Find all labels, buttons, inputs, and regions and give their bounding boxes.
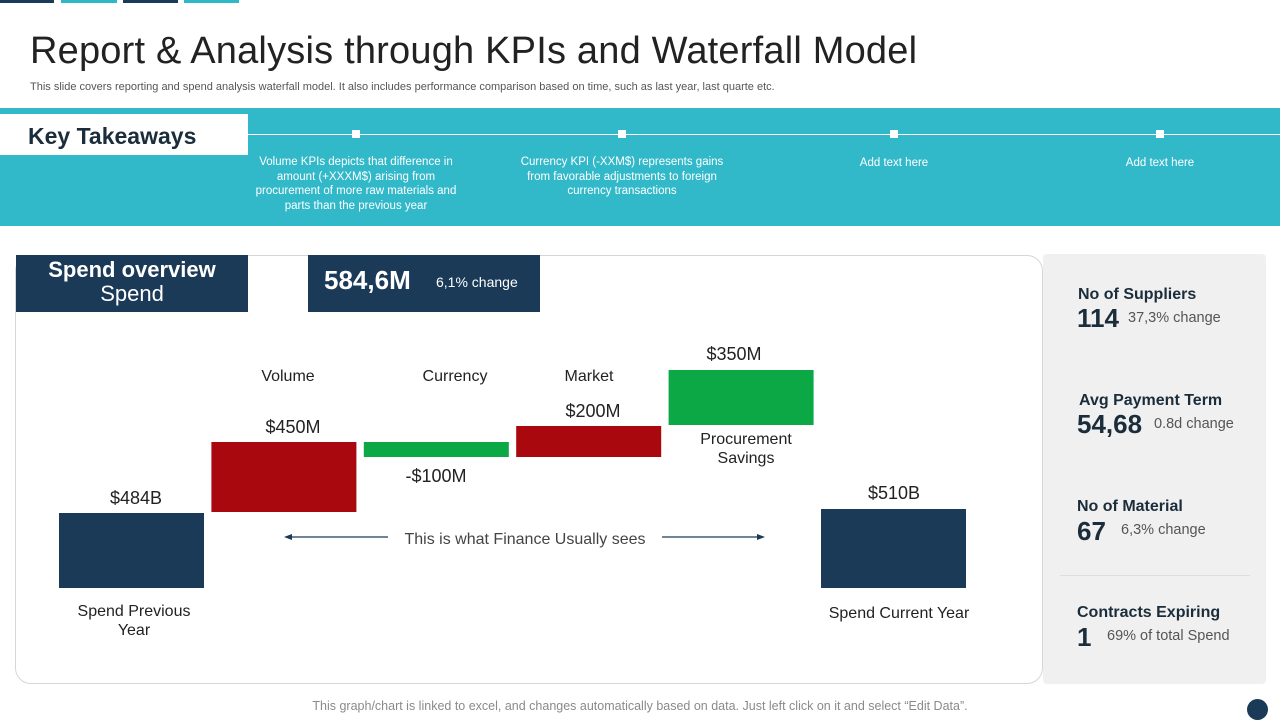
kpi-change: 69% of total Spend <box>1107 628 1230 644</box>
kpi-divider <box>1060 575 1250 576</box>
takeaway-text: Add text here <box>1125 157 1195 169</box>
page-title: Report & Analysis through KPIs and Water… <box>30 30 918 72</box>
kpi-label: Avg Payment Term <box>1079 392 1223 409</box>
top-accent-bar <box>61 0 117 3</box>
timeline-marker <box>890 130 898 138</box>
waterfall-bar <box>821 509 966 588</box>
bar-value-label: $510B <box>868 483 920 503</box>
footer-note: This graph/chart is linked to excel, and… <box>312 699 968 713</box>
kpi-value: 54,68 <box>1077 409 1143 439</box>
timeline-marker <box>618 130 626 138</box>
kpi-value: 67 <box>1077 516 1106 546</box>
kpi-change: 0.8d change <box>1154 416 1234 432</box>
bar-value-label: $484B <box>110 488 162 508</box>
category-label: Spend Previous <box>78 603 191 620</box>
bar-value-label: -$100M <box>405 466 466 486</box>
category-label: Procurement <box>700 431 792 448</box>
annotation-arrowhead-right <box>757 534 765 540</box>
category-label: Spend Current Year <box>829 605 970 622</box>
key-takeaways-label-box: Key Takeaways <box>0 114 248 155</box>
spend-overview-subtitle: Spend <box>100 281 164 306</box>
waterfall-bar <box>516 426 662 457</box>
key-takeaways-label: Key Takeaways <box>28 123 197 149</box>
timeline-marker <box>352 130 360 138</box>
spend-total-change: 6,1% change <box>436 274 518 290</box>
page-subtitle: This slide covers reporting and spend an… <box>30 81 775 93</box>
spend-overview-title: Spend overview <box>48 257 216 282</box>
chart-annotation: This is what Finance Usually sees <box>405 531 646 548</box>
category-label: Volume <box>261 368 314 385</box>
waterfall-bar <box>363 442 509 457</box>
takeaway-text: Currency KPI (-XXM$) represents gains fr… <box>520 156 724 197</box>
annotation-arrowhead-left <box>284 534 292 540</box>
bar-value-label: $450M <box>265 417 320 437</box>
kpi-panel <box>1043 254 1266 684</box>
bar-value-label: $200M <box>565 401 620 421</box>
kpi-value: 1 <box>1077 622 1092 652</box>
spend-total-value: 584,6M <box>324 265 411 295</box>
waterfall-bar <box>59 513 204 588</box>
kpi-change: 37,3% change <box>1128 310 1221 326</box>
top-accent-bar <box>0 0 54 3</box>
kpi-label: Contracts Expiring <box>1077 604 1221 621</box>
category-label: Currency <box>423 368 488 385</box>
waterfall-bar <box>211 442 357 512</box>
top-accent-bar <box>123 0 178 3</box>
top-accent-bar <box>184 0 239 3</box>
bar-value-label: $350M <box>706 344 761 364</box>
timeline-marker <box>1156 130 1164 138</box>
kpi-value: 114 <box>1077 303 1119 333</box>
waterfall-chart-panel <box>15 255 1043 684</box>
takeaway-text: Volume KPIs depicts that difference in a… <box>255 156 457 212</box>
spend-overview-header: Spend overview Spend <box>16 255 248 312</box>
kpi-label: No of Suppliers <box>1078 286 1197 303</box>
category-label: Year <box>118 622 151 639</box>
timeline-line <box>248 134 1280 135</box>
spend-total-box: 584,6M 6,1% change <box>308 255 540 312</box>
category-label: Market <box>565 368 614 385</box>
kpi-label: No of Material <box>1077 498 1183 515</box>
category-label: Savings <box>718 450 775 467</box>
takeaway-text: Add text here <box>859 157 929 169</box>
waterfall-bar <box>668 370 814 425</box>
kpi-change: 6,3% change <box>1121 522 1206 538</box>
corner-decoration <box>1247 699 1268 720</box>
